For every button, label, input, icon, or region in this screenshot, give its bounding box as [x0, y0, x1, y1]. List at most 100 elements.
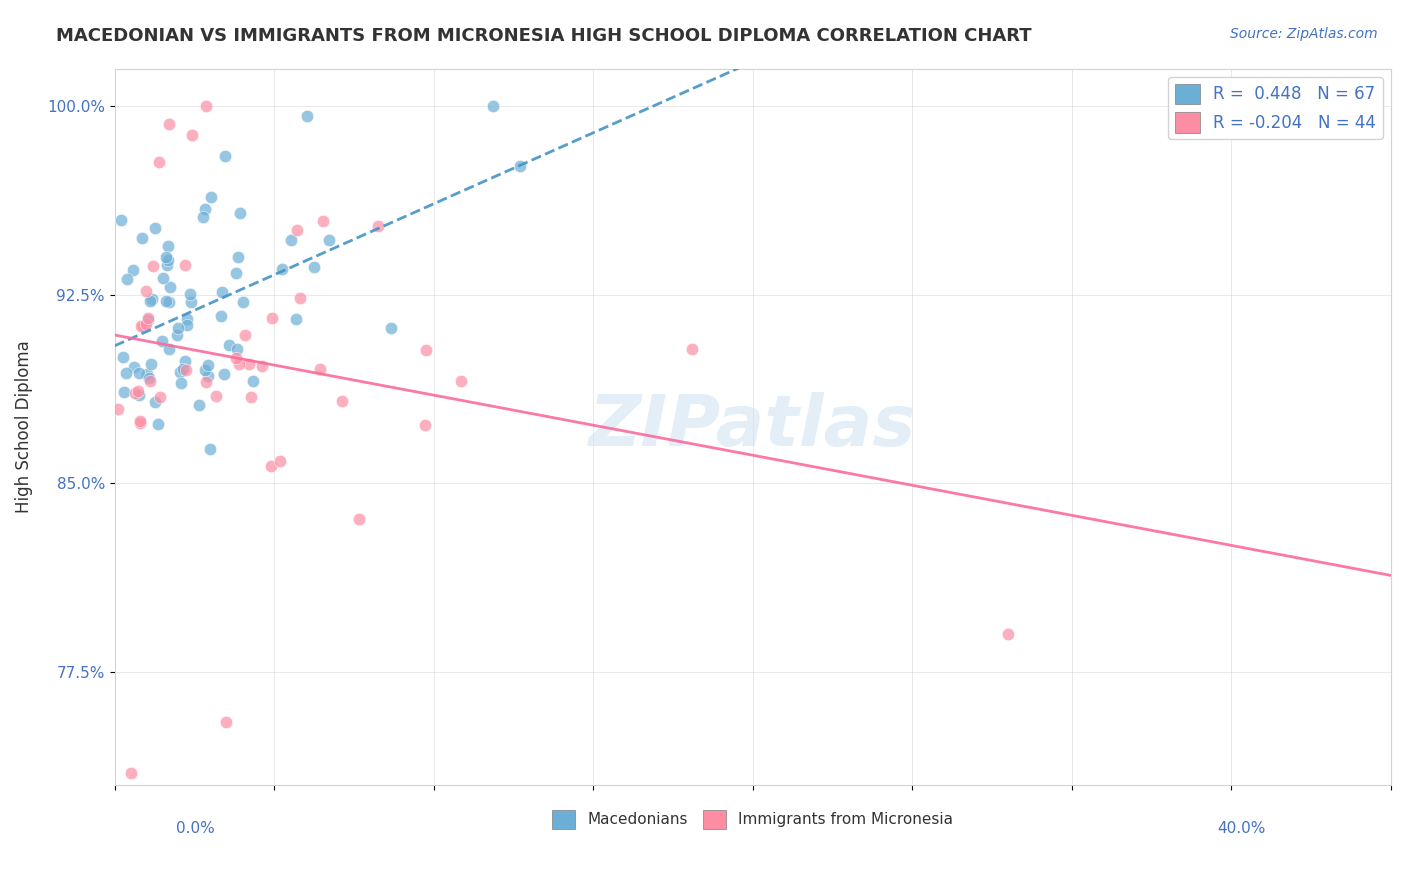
Point: [226, 251, 249, 265]
Point: [143, 221, 166, 235]
Point: [367, 219, 389, 233]
Point: [157, 342, 180, 356]
Point: [143, 394, 166, 409]
Point: [124, 386, 146, 401]
Point: [128, 388, 150, 402]
Point: [146, 417, 169, 431]
Point: [297, 109, 319, 123]
Point: [112, 384, 135, 399]
Point: [156, 239, 179, 253]
Point: [509, 159, 531, 173]
Point: [122, 263, 145, 277]
Point: [149, 391, 172, 405]
Text: ZIPatlas: ZIPatlas: [589, 392, 917, 461]
Point: [308, 362, 330, 376]
Point: [135, 367, 157, 381]
Point: [172, 362, 194, 376]
Point: [260, 310, 283, 325]
Point: [209, 309, 232, 323]
Point: [179, 287, 201, 301]
Point: [135, 285, 157, 299]
Point: [194, 363, 217, 377]
Point: [141, 292, 163, 306]
Point: [176, 312, 198, 326]
Point: [347, 512, 370, 526]
Point: [188, 397, 211, 411]
Point: [218, 338, 240, 352]
Point: [285, 223, 308, 237]
Text: Source: ZipAtlas.com: Source: ZipAtlas.com: [1230, 27, 1378, 41]
Point: [302, 260, 325, 274]
Point: [132, 318, 155, 333]
Point: [380, 321, 402, 335]
Point: [415, 343, 437, 358]
Point: [128, 416, 150, 430]
Point: [166, 320, 188, 334]
Point: [157, 294, 180, 309]
Point: [269, 454, 291, 468]
Point: [176, 318, 198, 332]
Point: [159, 280, 181, 294]
Point: [215, 715, 238, 730]
Point: [128, 413, 150, 427]
Point: [115, 366, 138, 380]
Point: [280, 233, 302, 247]
Point: [157, 117, 180, 131]
Point: [152, 271, 174, 285]
Point: [156, 252, 179, 267]
Point: [271, 262, 294, 277]
Point: [212, 368, 235, 382]
Text: 0.0%: 0.0%: [176, 821, 215, 836]
Point: [194, 99, 217, 113]
Point: [228, 357, 250, 371]
Point: [191, 211, 214, 225]
Point: [198, 442, 221, 456]
Point: [233, 328, 256, 343]
Point: [330, 394, 353, 409]
Point: [135, 317, 157, 331]
Point: [181, 128, 204, 143]
Point: [166, 327, 188, 342]
Text: MACEDONIAN VS IMMIGRANTS FROM MICRONESIA HIGH SCHOOL DIPLOMA CORRELATION CHART: MACEDONIAN VS IMMIGRANTS FROM MICRONESIA…: [56, 27, 1032, 45]
Point: [155, 250, 177, 264]
Point: [242, 374, 264, 388]
Point: [197, 358, 219, 372]
Legend: Macedonians, Immigrants from Micronesia: Macedonians, Immigrants from Micronesia: [546, 804, 959, 835]
Point: [225, 266, 247, 280]
Point: [194, 202, 217, 217]
Point: [482, 99, 505, 113]
Point: [194, 375, 217, 389]
Point: [225, 351, 247, 365]
Point: [170, 376, 193, 390]
Point: [129, 319, 152, 334]
Point: [288, 291, 311, 305]
Point: [115, 271, 138, 285]
Point: [681, 342, 703, 356]
Point: [139, 294, 162, 309]
Point: [127, 384, 149, 399]
Point: [156, 258, 179, 272]
Point: [141, 357, 163, 371]
Point: [240, 390, 263, 404]
Point: [413, 418, 436, 433]
Point: [260, 458, 283, 473]
Point: [136, 313, 159, 327]
Point: [214, 148, 236, 162]
Point: [450, 374, 472, 388]
Point: [228, 206, 250, 220]
Point: [232, 295, 254, 310]
Point: [107, 402, 129, 417]
Point: [142, 259, 165, 273]
Point: [169, 365, 191, 379]
Point: [226, 342, 249, 356]
Point: [204, 388, 226, 402]
Point: [128, 367, 150, 381]
Text: 40.0%: 40.0%: [1218, 821, 1265, 836]
Point: [131, 231, 153, 245]
Point: [997, 627, 1019, 641]
Point: [180, 295, 202, 310]
Point: [238, 357, 260, 371]
Point: [122, 359, 145, 374]
Point: [139, 375, 162, 389]
Point: [138, 370, 160, 384]
